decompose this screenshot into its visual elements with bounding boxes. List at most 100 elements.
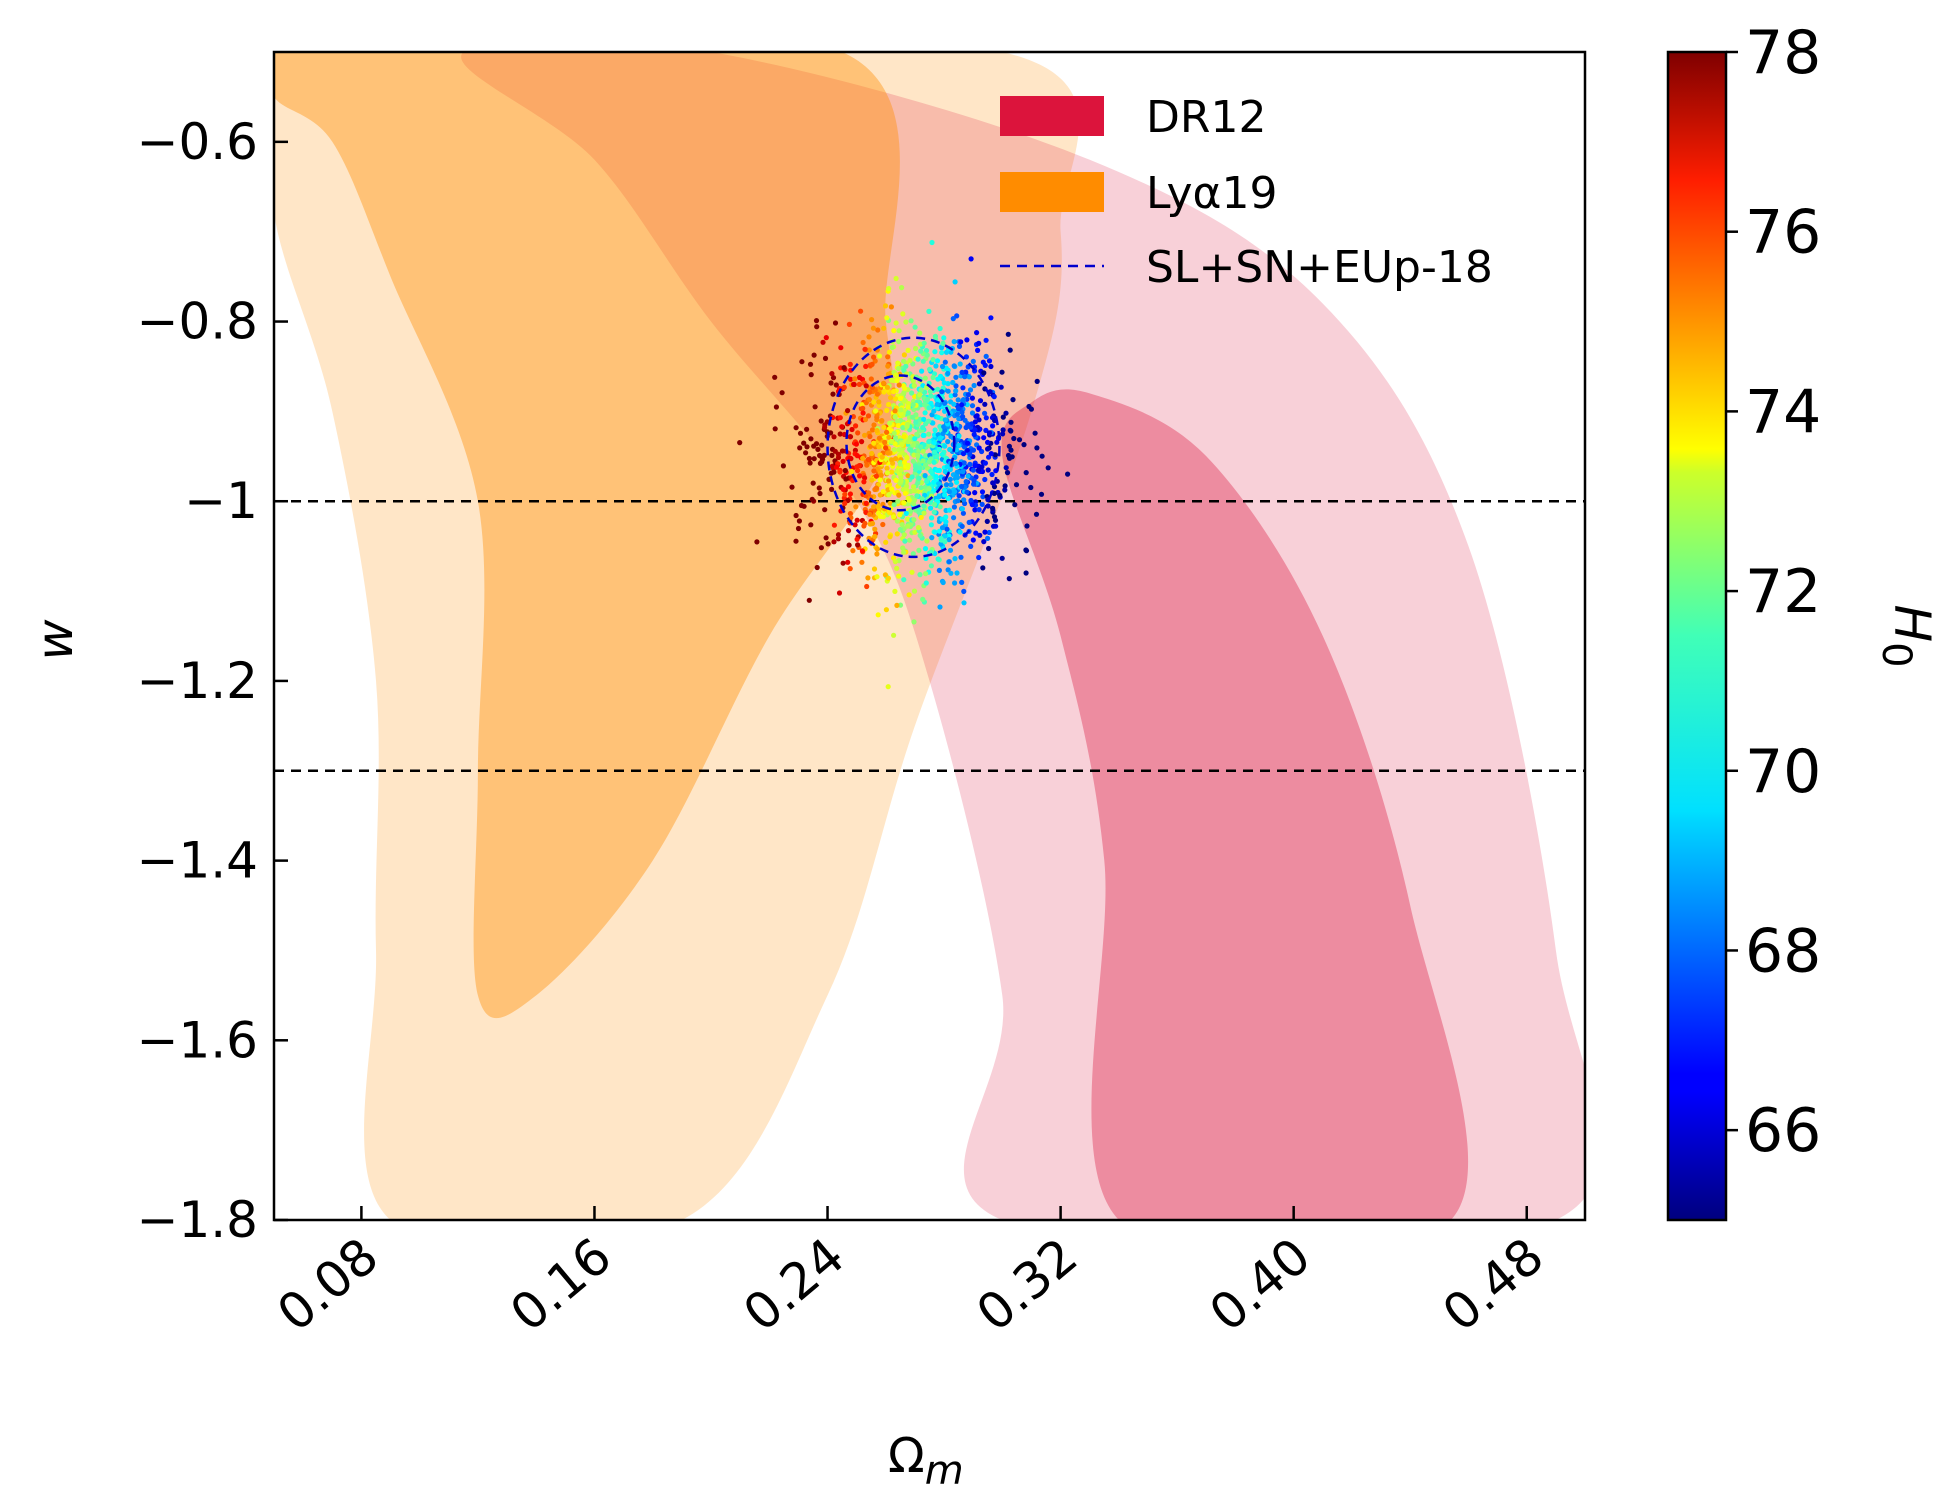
sample-point: [976, 445, 982, 451]
colorbar-tick-label: 72: [1745, 557, 1821, 627]
sample-point: [921, 510, 927, 516]
sample-point: [910, 500, 917, 507]
sample-point: [882, 303, 889, 309]
sample-point: [873, 485, 880, 491]
sample-point: [942, 487, 948, 493]
sample-point: [942, 417, 948, 423]
y-tick-label: −0.6: [137, 113, 258, 171]
sample-point: [1028, 484, 1034, 491]
sample-point: [896, 492, 902, 498]
sample-point: [893, 456, 899, 462]
sample-point: [893, 320, 899, 326]
sample-point: [851, 381, 857, 387]
sample-point: [999, 555, 1005, 561]
sample-point: [862, 475, 868, 481]
sample-point: [901, 397, 908, 403]
sample-point: [840, 486, 846, 492]
sample-point: [837, 469, 843, 475]
sample-point: [905, 516, 911, 522]
sample-point: [910, 458, 916, 464]
x-tick-label: 0.08: [267, 1227, 390, 1343]
sample-point: [941, 380, 947, 386]
sample-point: [865, 575, 871, 581]
sample-point: [847, 566, 853, 572]
sample-point: [942, 443, 948, 449]
sample-point: [898, 467, 904, 473]
sample-point: [808, 372, 814, 378]
sample-point: [913, 467, 919, 473]
sample-point: [960, 385, 966, 391]
sample-point: [913, 419, 919, 425]
sample-point: [842, 500, 848, 506]
sample-point: [946, 489, 953, 495]
sample-point: [831, 434, 837, 440]
sample-point: [801, 440, 807, 446]
sample-point: [891, 328, 897, 334]
sample-point: [879, 418, 885, 424]
sample-point: [886, 286, 892, 292]
dr12-1sigma-contour: [1001, 389, 1469, 1220]
sample-point: [923, 462, 929, 468]
sample-point: [885, 478, 892, 484]
sample-point: [929, 515, 935, 521]
sample-point: [804, 444, 810, 450]
sample-point: [913, 345, 919, 352]
sample-point: [965, 440, 971, 446]
sample-point: [960, 469, 966, 475]
sample-point: [935, 414, 941, 420]
sample-point: [869, 450, 875, 457]
sample-point: [926, 405, 932, 411]
sample-point: [793, 538, 799, 544]
sample-point: [970, 537, 976, 543]
sample-point: [886, 401, 892, 408]
sample-point: [807, 460, 813, 466]
sample-point: [892, 588, 898, 595]
sample-point: [874, 391, 881, 397]
sample-point: [798, 502, 805, 509]
sample-point: [922, 375, 928, 381]
sample-point: [914, 493, 920, 499]
sample-point: [882, 572, 889, 578]
sample-point: [936, 446, 942, 452]
sample-point: [867, 511, 873, 517]
sample-point: [876, 435, 883, 441]
sample-point: [845, 484, 852, 490]
sample-point: [986, 454, 992, 460]
sample-point: [901, 390, 907, 396]
sample-point: [910, 378, 917, 384]
sample-point: [917, 330, 923, 336]
sample-point: [948, 482, 954, 488]
sample-point: [947, 446, 953, 453]
sample-point: [915, 356, 921, 362]
y-tick-label: −1.4: [137, 832, 258, 890]
sample-point: [972, 427, 978, 433]
sample-point: [910, 551, 916, 557]
sample-point: [860, 339, 866, 346]
sample-point: [900, 425, 906, 431]
sample-point: [901, 358, 907, 364]
sample-point: [893, 372, 899, 378]
sample-point: [859, 559, 865, 565]
sample-point: [818, 545, 825, 551]
sample-point: [921, 340, 927, 346]
sample-point: [809, 496, 815, 502]
sample-point: [956, 469, 962, 475]
sample-point: [856, 381, 863, 387]
sample-point: [905, 495, 911, 501]
sample-point: [927, 388, 934, 395]
sample-point: [986, 529, 992, 536]
sample-point: [898, 407, 904, 413]
sample-point: [896, 328, 902, 334]
colorbar-label-subscript: 0: [1873, 642, 1919, 667]
sample-point: [846, 542, 852, 548]
sample-point: [917, 392, 923, 398]
sample-point: [986, 358, 993, 364]
sample-point: [928, 549, 934, 555]
lya19-2sigma-contour: [274, 52, 1079, 1220]
sample-point: [875, 503, 881, 509]
sample-point: [902, 385, 908, 391]
sample-point: [935, 386, 941, 392]
sample-point: [961, 600, 967, 606]
sample-point: [1012, 502, 1018, 508]
sample-point: [915, 480, 921, 486]
